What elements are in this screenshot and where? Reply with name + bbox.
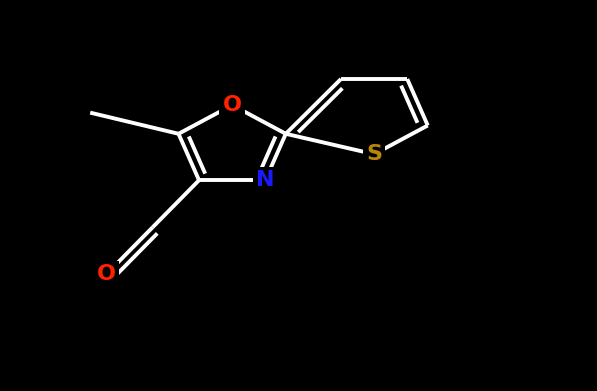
- Text: O: O: [97, 264, 116, 284]
- Text: N: N: [256, 170, 275, 190]
- Text: O: O: [223, 95, 242, 115]
- Text: S: S: [366, 144, 382, 164]
